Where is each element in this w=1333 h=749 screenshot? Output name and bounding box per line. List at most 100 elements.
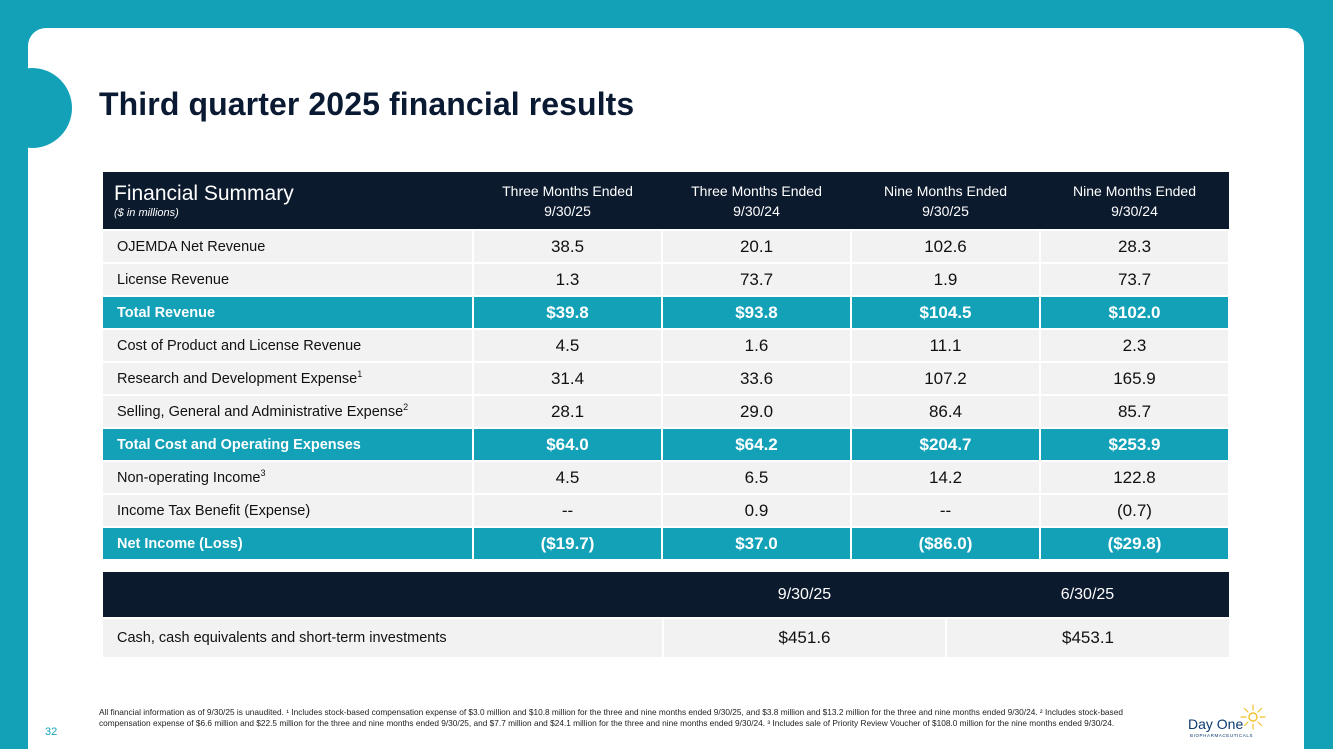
column-header: Nine Months Ended 9/30/24 bbox=[1040, 172, 1229, 230]
value-cell: 0.9 bbox=[661, 493, 852, 528]
table-row: OJEMDA Net Revenue 38.5 20.1 102.6 28.3 bbox=[103, 229, 1230, 264]
value-cell: 11.1 bbox=[850, 328, 1041, 363]
value-cell: 38.5 bbox=[472, 229, 663, 264]
row-label-text: Net Income (Loss) bbox=[117, 535, 243, 552]
value-cell: ($86.0) bbox=[850, 526, 1041, 561]
sun-icon bbox=[1240, 704, 1266, 730]
table-row: Research and Development Expense1 31.4 33.… bbox=[103, 361, 1230, 396]
table-row: Non-operating Income3 4.5 6.5 14.2 122.8 bbox=[103, 460, 1230, 495]
value-cell: 4.5 bbox=[472, 460, 663, 495]
value-cell: 28.1 bbox=[472, 394, 663, 429]
value-cell: $64.0 bbox=[472, 427, 663, 462]
row-label: Selling, General and Administrative Expe… bbox=[103, 394, 474, 429]
value-cell: 31.4 bbox=[472, 361, 663, 396]
row-label: Non-operating Income3 bbox=[103, 460, 474, 495]
row-label-text: License Revenue bbox=[117, 271, 230, 288]
cash-header-row: 9/30/25 6/30/25 bbox=[103, 572, 1229, 618]
row-label: License Revenue bbox=[103, 262, 474, 297]
row-label-text: Non-operating Income bbox=[117, 469, 261, 486]
value-cell: $204.7 bbox=[850, 427, 1041, 462]
value-cell: 102.6 bbox=[850, 229, 1041, 264]
table-row: License Revenue 1.3 73.7 1.9 73.7 bbox=[103, 262, 1230, 297]
value-cell: 85.7 bbox=[1039, 394, 1230, 429]
value-cell: $39.8 bbox=[472, 295, 663, 330]
row-label: Net Income (Loss) bbox=[103, 526, 474, 561]
value-cell: ($29.8) bbox=[1039, 526, 1230, 561]
row-label-text: Total Revenue bbox=[117, 304, 216, 321]
row-label: Research and Development Expense1 bbox=[103, 361, 474, 396]
day-one-logo: Day One BIOPHARMACEUTICALS bbox=[1188, 704, 1268, 744]
row-label-text: Cost of Product and License Revenue bbox=[117, 337, 362, 354]
cash-column-header: 9/30/25 bbox=[663, 572, 946, 618]
row-label-text: Income Tax Benefit (Expense) bbox=[117, 502, 311, 519]
table-row: Cost of Product and License Revenue 4.5 1.… bbox=[103, 328, 1230, 363]
value-cell: $64.2 bbox=[661, 427, 852, 462]
footnote-marker: 1 bbox=[357, 368, 363, 379]
decorative-circle bbox=[28, 68, 72, 148]
row-label-text: Research and Development Expense bbox=[117, 370, 358, 387]
value-cell: 33.6 bbox=[661, 361, 852, 396]
value-cell: 73.7 bbox=[661, 262, 852, 297]
row-label: Income Tax Benefit (Expense) bbox=[103, 493, 474, 528]
value-cell: 1.6 bbox=[661, 328, 852, 363]
financial-summary-table: Financial Summary ($ in millions) Three … bbox=[103, 172, 1230, 561]
row-label: OJEMDA Net Revenue bbox=[103, 229, 474, 264]
cash-value: $451.6 bbox=[662, 617, 946, 657]
column-header-period: Nine Months Ended bbox=[884, 182, 1007, 199]
column-header-period: Nine Months Ended bbox=[1073, 182, 1196, 199]
page-number: 32 bbox=[45, 726, 58, 738]
footnote-marker: 2 bbox=[403, 401, 409, 412]
row-label: Total Revenue bbox=[103, 295, 474, 330]
column-header-period: Three Months Ended bbox=[502, 182, 633, 199]
value-cell: 29.0 bbox=[661, 394, 852, 429]
table-header-row: Financial Summary ($ in millions) Three … bbox=[103, 172, 1229, 230]
value-cell: $104.5 bbox=[850, 295, 1041, 330]
value-cell: 86.4 bbox=[850, 394, 1041, 429]
value-cell: 122.8 bbox=[1039, 460, 1230, 495]
value-cell: $253.9 bbox=[1039, 427, 1230, 462]
value-cell: 73.7 bbox=[1039, 262, 1230, 297]
value-cell: 1.3 bbox=[472, 262, 663, 297]
value-cell: (0.7) bbox=[1039, 493, 1230, 528]
page-title: Third quarter 2025 financial results bbox=[99, 86, 635, 122]
column-header-date: 9/30/25 bbox=[922, 202, 969, 219]
value-cell: $37.0 bbox=[661, 526, 852, 561]
row-label-text: Selling, General and Administrative Expe… bbox=[117, 403, 404, 420]
value-cell: 1.9 bbox=[850, 262, 1041, 297]
column-header-date: 9/30/24 bbox=[733, 202, 780, 219]
value-cell: -- bbox=[472, 493, 663, 528]
value-cell: 4.5 bbox=[472, 328, 663, 363]
cash-table: 9/30/25 6/30/25 Cash, cash equivalents a… bbox=[103, 572, 1229, 657]
value-cell: $102.0 bbox=[1039, 295, 1230, 330]
value-cell: $93.8 bbox=[661, 295, 852, 330]
table-row: Total Revenue $39.8 $93.8 $104.5 $102.0 bbox=[103, 295, 1230, 330]
row-label-text: Total Cost and Operating Expenses bbox=[117, 436, 361, 453]
value-cell: ($19.7) bbox=[472, 526, 663, 561]
value-cell: 28.3 bbox=[1039, 229, 1230, 264]
cash-row-label: Cash, cash equivalents and short-term in… bbox=[103, 617, 663, 657]
column-header-period: Three Months Ended bbox=[691, 182, 822, 199]
value-cell: 20.1 bbox=[661, 229, 852, 264]
row-label-text: OJEMDA Net Revenue bbox=[117, 238, 266, 255]
column-header: Three Months Ended 9/30/24 bbox=[662, 172, 851, 230]
cash-value: $453.1 bbox=[945, 617, 1229, 657]
footnote-marker: 3 bbox=[260, 467, 266, 478]
column-header: Three Months Ended 9/30/25 bbox=[473, 172, 662, 230]
row-label: Total Cost and Operating Expenses bbox=[103, 427, 474, 462]
value-cell: 2.3 bbox=[1039, 328, 1230, 363]
column-header-date: 9/30/25 bbox=[544, 202, 591, 219]
value-cell: -- bbox=[850, 493, 1041, 528]
table-row: Total Cost and Operating Expenses $64.0 $6… bbox=[103, 427, 1230, 462]
table-row: Net Income (Loss) ($19.7) $37.0 ($86.0) ($29… bbox=[103, 526, 1230, 561]
column-header: Nine Months Ended 9/30/25 bbox=[851, 172, 1040, 230]
summary-title: Financial Summary bbox=[114, 181, 294, 205]
cash-column-header: 6/30/25 bbox=[946, 572, 1229, 618]
logo-name: Day One bbox=[1188, 716, 1244, 732]
column-header-date: 9/30/24 bbox=[1111, 202, 1158, 219]
value-cell: 165.9 bbox=[1039, 361, 1230, 396]
value-cell: 107.2 bbox=[850, 361, 1041, 396]
slide: Third quarter 2025 financial results Fin… bbox=[28, 28, 1304, 749]
summary-header-cell: Financial Summary ($ in millions) bbox=[103, 172, 473, 230]
logo-tagline: BIOPHARMACEUTICALS bbox=[1190, 733, 1254, 738]
footnote: All financial information as of 9/30/25 … bbox=[99, 707, 1123, 728]
